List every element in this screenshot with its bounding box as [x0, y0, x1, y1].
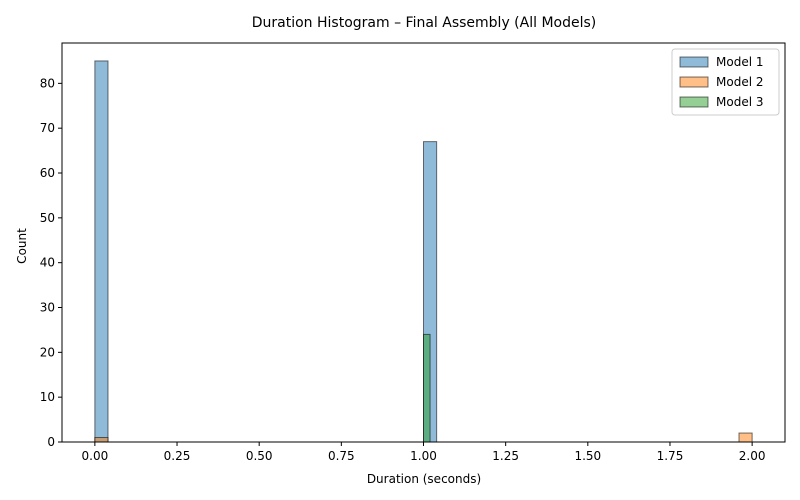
- x-tick-label: 0.00: [82, 449, 109, 463]
- x-tick-label: 0.25: [164, 449, 191, 463]
- y-tick-label: 50: [40, 211, 55, 225]
- y-tick-label: 40: [40, 256, 55, 270]
- y-tick-label: 60: [40, 166, 55, 180]
- y-tick-label: 20: [40, 345, 55, 359]
- bar-model-2-1: [738, 432, 753, 443]
- legend-swatch-model-3: [679, 96, 709, 108]
- x-tick-label: 1.75: [657, 449, 684, 463]
- legend: Model 1 Model 2 Model 3: [671, 48, 780, 116]
- x-tick-label: 2.00: [739, 449, 766, 463]
- bar-model-2-0: [94, 437, 109, 443]
- x-tick-label: 0.75: [328, 449, 355, 463]
- x-axis: 0.00 0.25 0.50 0.75 1.00 1.25 1.50 1.75 2.00: [82, 442, 766, 463]
- y-axis: 0 10 20 30 40 50 60 70 80: [40, 76, 62, 449]
- y-tick-label: 30: [40, 301, 55, 315]
- y-tick-label: 0: [47, 435, 55, 449]
- plot-frame: [61, 42, 786, 443]
- y-tick-label: 70: [40, 121, 55, 135]
- bar-model-1-0: [94, 60, 109, 443]
- y-axis-label: Count: [15, 228, 29, 264]
- legend-swatch-model-1: [679, 56, 709, 68]
- y-tick-label: 10: [40, 390, 55, 404]
- x-tick-label: 1.50: [574, 449, 601, 463]
- legend-label-model-3: Model 3: [716, 95, 763, 109]
- legend-swatch-model-2: [679, 76, 709, 88]
- bars-group: [94, 60, 753, 443]
- y-tick-label: 80: [40, 76, 55, 90]
- bar-model-3-0: [423, 333, 431, 443]
- x-tick-label: 0.50: [246, 449, 273, 463]
- legend-label-model-1: Model 1: [716, 55, 763, 69]
- x-tick-label: 1.00: [410, 449, 437, 463]
- x-axis-label: Duration (seconds): [367, 472, 481, 486]
- legend-label-model-2: Model 2: [716, 75, 763, 89]
- x-tick-label: 1.25: [492, 449, 519, 463]
- chart-title: Duration Histogram – Final Assembly (All…: [252, 15, 596, 31]
